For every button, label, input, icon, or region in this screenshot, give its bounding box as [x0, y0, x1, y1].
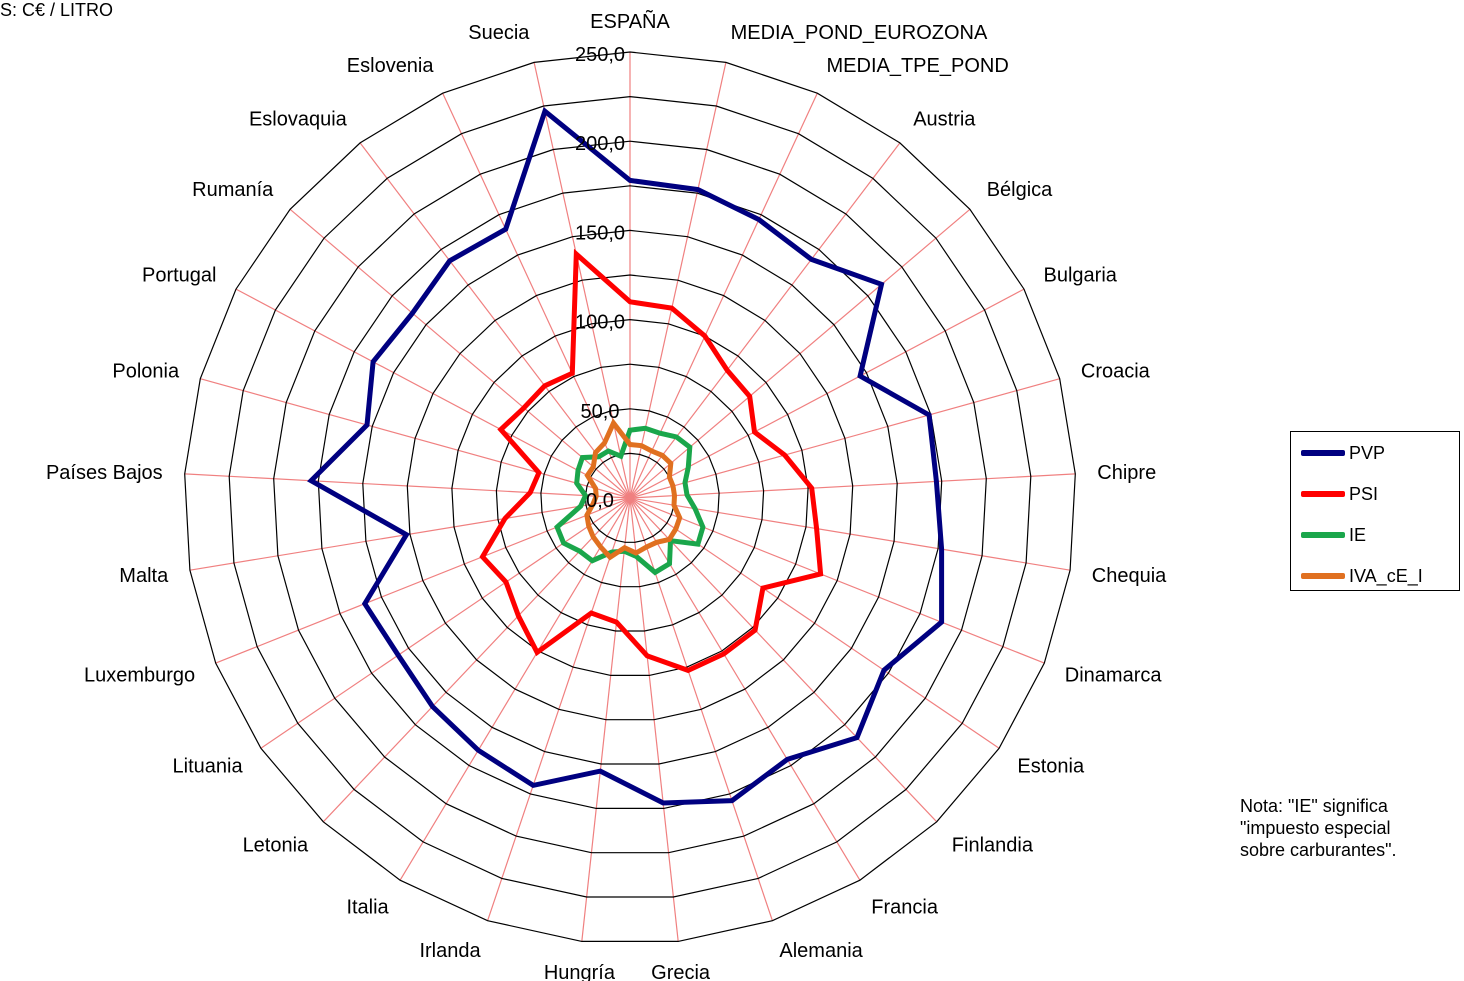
legend-label-psi: PSI	[1349, 483, 1379, 504]
series-line-ie	[554, 425, 706, 576]
category-label: Países Bajos	[46, 462, 163, 484]
legend: PVP PSI IE IVA_cE_I	[1290, 431, 1460, 591]
radial-tick-label: 250,0	[575, 44, 625, 66]
series-line-iva_ce_i	[584, 418, 683, 561]
category-label: Austria	[913, 108, 976, 130]
radar-chart: 0,0 50,0 100,0 150,0 200,0 250,0 ESPAÑA MEDIA_P…	[46, 9, 1167, 981]
grid-ring	[406, 274, 854, 721]
category-label: MEDIA_TPE_POND	[827, 55, 1009, 77]
category-label: MEDIA_POND_EUROZONA	[731, 22, 988, 44]
series-line-pvp	[307, 106, 945, 806]
category-label: Hungría	[544, 962, 616, 981]
category-label: Grecia	[651, 962, 711, 981]
category-label: Finlandia	[952, 834, 1034, 856]
grid-ring	[228, 95, 1032, 898]
footnote-line: sobre carburantes".	[1240, 840, 1397, 860]
category-label: Rumanía	[192, 179, 274, 201]
category-label: ESPAÑA	[590, 9, 670, 33]
radial-tick-label: 200,0	[575, 133, 625, 155]
legend-swatch-ie	[1301, 532, 1345, 538]
category-label: Irlanda	[419, 940, 481, 962]
legend-item-ie: IE	[1301, 524, 1366, 546]
category-label: Suecia	[468, 22, 530, 44]
legend-label-pvp: PVP	[1349, 442, 1386, 463]
category-label: Dinamarca	[1065, 665, 1163, 687]
legend-item-pvp: PVP	[1301, 442, 1385, 464]
grid-ring	[495, 363, 765, 632]
category-label: Croacia	[1081, 360, 1151, 382]
category-label: Malta	[119, 565, 169, 587]
radial-tick-label: 50,0	[581, 401, 620, 423]
grid-ring	[317, 185, 943, 810]
legend-swatch-psi	[1301, 491, 1345, 497]
category-label: Francia	[871, 897, 939, 919]
category-label: Polonia	[112, 360, 180, 382]
units-label: S: C€ / LITRO	[0, 0, 114, 20]
legend-label-iva: IVA_cE_I	[1349, 565, 1423, 586]
category-label: Italia	[346, 897, 389, 919]
category-label: Eslovenia	[347, 55, 435, 77]
series-line-psi	[479, 248, 824, 674]
radial-tick-label: 0,0	[586, 490, 614, 512]
footnote: Nota: "IE" significa "impuesto especial …	[1240, 795, 1464, 861]
legend-label-ie: IE	[1349, 524, 1367, 545]
category-label: Portugal	[142, 265, 217, 287]
category-label: Alemania	[779, 940, 863, 962]
grid-ring	[273, 140, 987, 854]
footnote-line: "impuesto especial	[1240, 818, 1391, 838]
radial-tick-label: 100,0	[575, 312, 625, 334]
category-label: Luxemburgo	[84, 665, 195, 687]
legend-swatch-pvp	[1301, 450, 1345, 456]
legend-swatch-iva	[1301, 573, 1345, 579]
category-label: Eslovaquia	[249, 108, 348, 130]
category-label: Bélgica	[987, 179, 1053, 201]
grid-ring	[184, 51, 1076, 943]
footnote-line: Nota: "IE" significa	[1240, 796, 1388, 816]
category-label: Letonia	[243, 834, 309, 856]
category-label: Chequia	[1092, 565, 1167, 587]
category-label: Estonia	[1017, 756, 1085, 778]
category-label: Bulgaria	[1044, 265, 1118, 287]
grid-ring	[451, 318, 809, 677]
category-label: Chipre	[1097, 462, 1156, 484]
grid-ring	[540, 408, 720, 588]
radial-tick-label: 150,0	[575, 222, 625, 244]
legend-item-psi: PSI	[1301, 483, 1378, 505]
category-label: Lituania	[173, 756, 244, 778]
legend-item-iva: IVA_cE_I	[1301, 565, 1423, 587]
